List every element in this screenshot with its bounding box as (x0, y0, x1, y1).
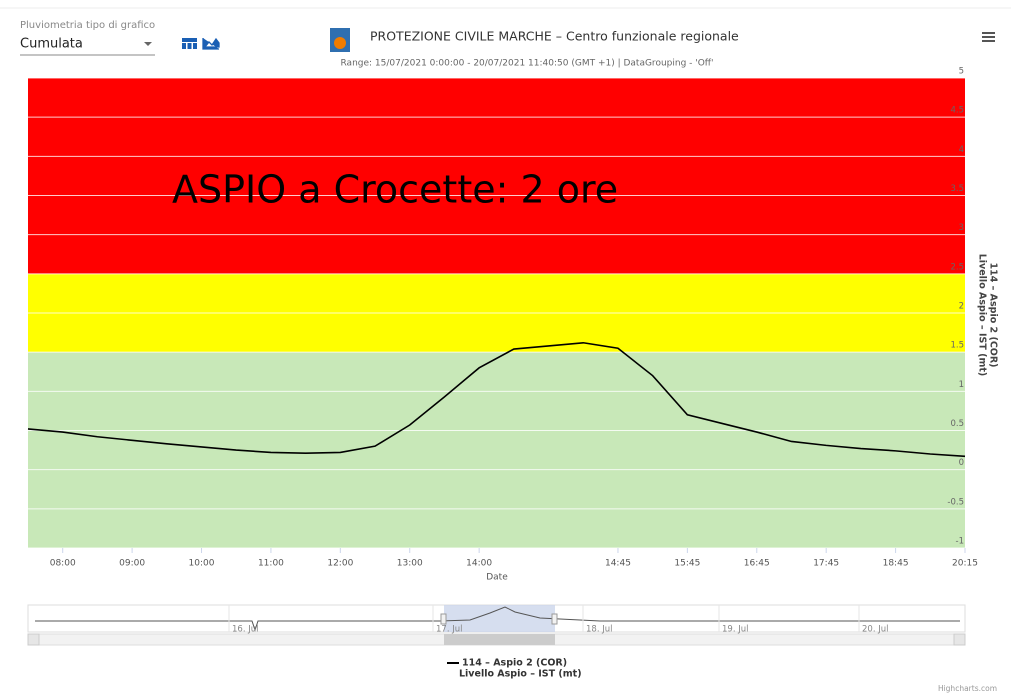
navigator-label: 19. Jul (722, 625, 748, 635)
plot-band (28, 352, 965, 548)
y-tick-label: 2.5 (950, 262, 964, 272)
navigator-label: 16. Jul (232, 625, 258, 635)
navigator[interactable] (27, 604, 966, 646)
x-tick-label: 10:00 (189, 559, 215, 569)
y-tick-label: 0 (959, 458, 964, 468)
x-tick-label: 14:00 (466, 559, 492, 569)
menu-icon[interactable] (982, 32, 995, 42)
x-tick-label: 08:00 (50, 559, 76, 569)
y-tick-label: 3 (959, 223, 964, 233)
x-tick-label: 20:15 (952, 559, 978, 569)
y-tick-label: 5 (959, 67, 964, 77)
y-tick-label: -1 (956, 537, 964, 547)
y-tick-label: 0.5 (950, 419, 964, 429)
y-tick-label: 3.5 (950, 184, 964, 194)
y-tick-label: 1 (959, 380, 964, 390)
chart-subtitle: Range: 15/07/2021 0:00:00 - 20/07/2021 1… (341, 59, 714, 69)
plot-band (28, 78, 965, 274)
navigator-label: 17. Jul (436, 625, 462, 635)
navigator-label: 18. Jul (586, 625, 612, 635)
chart-title: PROTEZIONE CIVILE MARCHE – Centro funzio… (370, 29, 739, 44)
x-tick-label: 13:00 (397, 559, 423, 569)
x-tick-label: 11:00 (258, 559, 284, 569)
legend-item[interactable]: 114 – Aspio 2 (COR) (462, 658, 567, 669)
x-tick-label: 14:45 (605, 559, 631, 569)
navigator-label: 20. Jul (862, 625, 888, 635)
y-tick-label: 2 (959, 302, 964, 312)
x-axis-title: Date (486, 573, 508, 583)
y-axis-title-line: Livello Aspio – IST (mt) (977, 254, 988, 377)
y-tick-label: 4.5 (950, 106, 964, 116)
x-tick-label: 18:45 (883, 559, 909, 569)
y-tick-label: -0.5 (947, 497, 964, 507)
select-value[interactable]: Cumulata (20, 37, 83, 52)
x-tick-label: 09:00 (119, 559, 145, 569)
x-tick-label: 17:45 (813, 559, 839, 569)
y-tick-label: 4 (959, 145, 964, 155)
line-series (27, 341, 966, 458)
chart-icon[interactable] (202, 37, 220, 50)
credits[interactable]: Highcharts.com (938, 684, 997, 693)
legend-item-subtitle: Livello Aspio – IST (mt) (459, 669, 582, 680)
x-tick-label: 15:45 (674, 559, 700, 569)
x-tick-label: 12:00 (327, 559, 353, 569)
y-axis-title-line: 114 – Aspio 2 (COR) (988, 262, 999, 367)
annotation: ASPIO a Crocette: 2 ore (172, 168, 618, 212)
y-tick-label: 1.5 (950, 341, 964, 351)
logo (330, 28, 350, 52)
select-arrow[interactable] (144, 42, 152, 46)
y-axis-title: 114 – Aspio 2 (COR) Livello Aspio – IST … (977, 254, 999, 377)
select-label: Pluviometria tipo di grafico (20, 20, 155, 31)
x-tick-label: 16:45 (744, 559, 770, 569)
table-icon[interactable] (182, 38, 197, 49)
